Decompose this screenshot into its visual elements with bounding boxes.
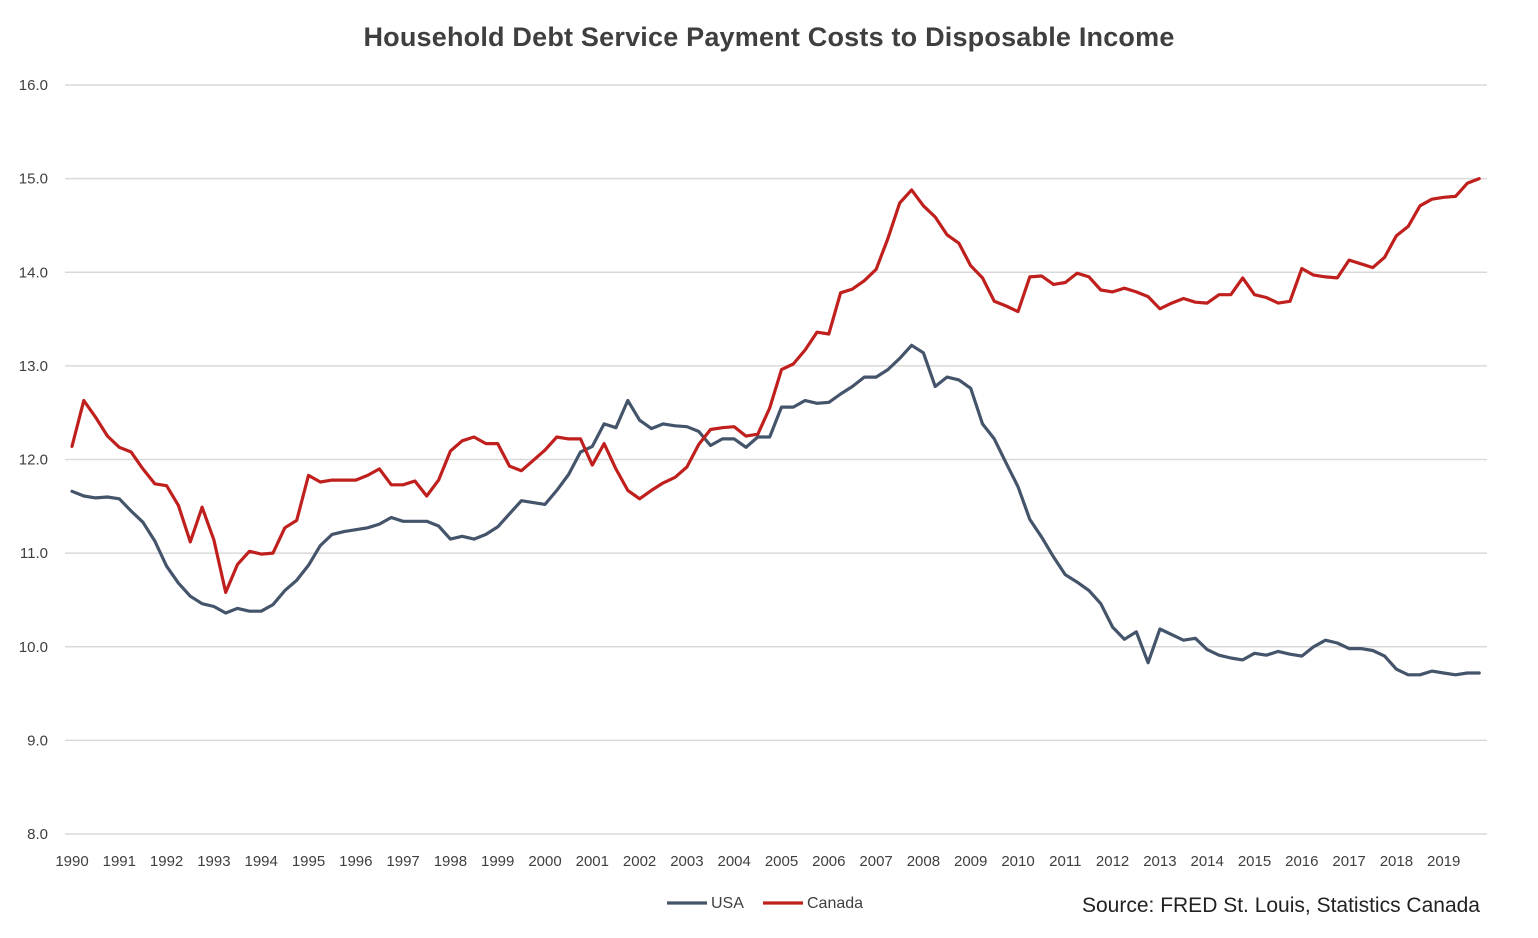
x-tick-label: 2014 — [1191, 853, 1224, 870]
x-tick-label: 1998 — [434, 853, 467, 870]
legend-label-usa: USA — [711, 895, 744, 912]
series-lines — [70, 177, 1481, 677]
y-tick-label: 8.0 — [27, 826, 48, 843]
x-tick-label: 1999 — [481, 853, 514, 870]
series-line-canada — [70, 177, 1481, 595]
x-tick-label: 2012 — [1096, 853, 1129, 870]
x-tick-label: 1991 — [103, 853, 136, 870]
chart-title: Household Debt Service Payment Costs to … — [363, 22, 1175, 52]
y-tick-label: 10.0 — [19, 639, 48, 656]
x-tick-label: 2009 — [954, 853, 987, 870]
x-tick-label: 2001 — [576, 853, 609, 870]
x-tick-label: 2000 — [528, 853, 561, 870]
series-line-usa — [70, 343, 1481, 677]
x-tick-label: 2011 — [1049, 853, 1081, 870]
x-tick-label: 2005 — [765, 853, 798, 870]
legend: USA Canada — [667, 895, 863, 912]
x-tick-label: 2008 — [907, 853, 940, 870]
x-tick-label: 2004 — [718, 853, 751, 870]
y-tick-label: 13.0 — [19, 358, 48, 375]
x-tick-label: 1992 — [150, 853, 183, 870]
x-tick-label: 2019 — [1427, 853, 1460, 870]
x-tick-label: 2013 — [1143, 853, 1176, 870]
x-tick-label: 2017 — [1332, 853, 1365, 870]
x-tick-label: 1994 — [245, 853, 278, 870]
y-tick-label: 15.0 — [19, 171, 48, 188]
legend-label-canada: Canada — [807, 895, 863, 912]
source-note: Source: FRED St. Louis, Statistics Canad… — [1081, 894, 1480, 917]
x-tick-label: 1996 — [339, 853, 372, 870]
x-tick-label: 2010 — [1001, 853, 1034, 870]
y-tick-label: 9.0 — [27, 732, 48, 749]
x-tick-label: 2003 — [670, 853, 703, 870]
x-tick-label: 2018 — [1380, 853, 1413, 870]
x-tick-label: 1993 — [197, 853, 230, 870]
x-tick-label: 1990 — [55, 853, 88, 870]
x-tick-label: 2002 — [623, 853, 656, 870]
x-tick-label: 2015 — [1238, 853, 1271, 870]
gridlines — [65, 84, 1487, 835]
x-tick-label: 1995 — [292, 853, 325, 870]
x-axis-tick-labels: 1990 1991 1992 1993 1994 1995 1996 1997 1998 1999… — [55, 853, 1460, 870]
x-tick-label: 2007 — [859, 853, 892, 870]
y-tick-label: 14.0 — [19, 264, 48, 281]
x-tick-label: 1997 — [386, 853, 419, 870]
y-tick-label: 12.0 — [19, 452, 48, 469]
y-tick-label: 11.0 — [20, 545, 48, 562]
y-axis-tick-labels: 8.0 9.0 10.0 11.0 12.0 13.0 14.0 15.0 16.0 — [19, 77, 48, 843]
x-tick-label: 2016 — [1285, 853, 1318, 870]
x-tick-label: 2006 — [812, 853, 845, 870]
y-tick-label: 16.0 — [19, 77, 48, 94]
